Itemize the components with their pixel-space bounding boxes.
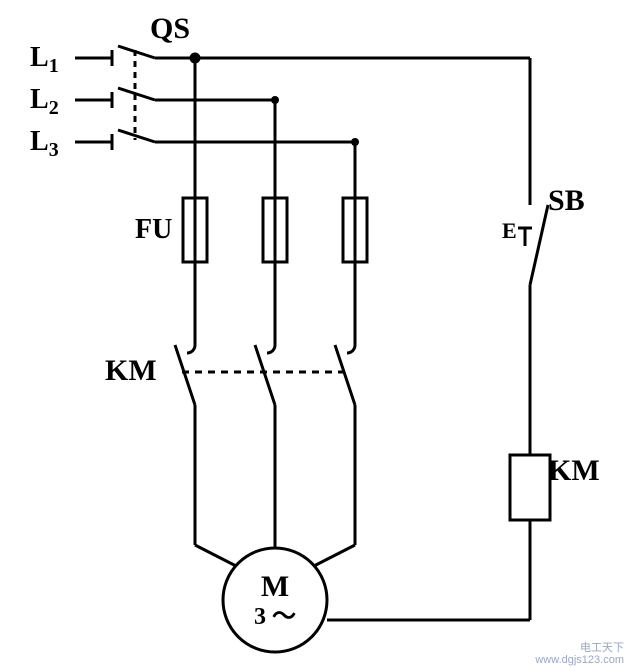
coil-KM [510, 455, 550, 520]
label-M-sub: 3 ～ [254, 604, 296, 630]
label-KM-main: KM [105, 354, 157, 387]
fuses-FU [183, 192, 367, 268]
watermark: 电工天下 www.dgjs123.com [535, 642, 624, 666]
motor-control-schematic: L1 L2 L3 QS FU [0, 0, 632, 672]
junction-dots [271, 96, 359, 146]
label-FU: FU [135, 214, 172, 245]
disconnect-switch-QS [75, 46, 355, 150]
label-QS: QS [150, 12, 190, 45]
label-L1: L1 [30, 42, 59, 77]
phase-drops-top [195, 58, 355, 198]
label-L2: L2 [30, 84, 59, 119]
label-L3: L3 [30, 126, 59, 161]
contactor-main-KM [175, 335, 355, 548]
phase-drops-mid [195, 262, 355, 335]
pushbutton-SB [518, 195, 548, 455]
control-return [327, 520, 530, 620]
label-SB: SB [548, 184, 585, 217]
control-tap [191, 54, 530, 195]
label-KM-coil: KM [548, 454, 600, 487]
label-E: E [502, 218, 517, 243]
label-M: M [261, 570, 289, 603]
